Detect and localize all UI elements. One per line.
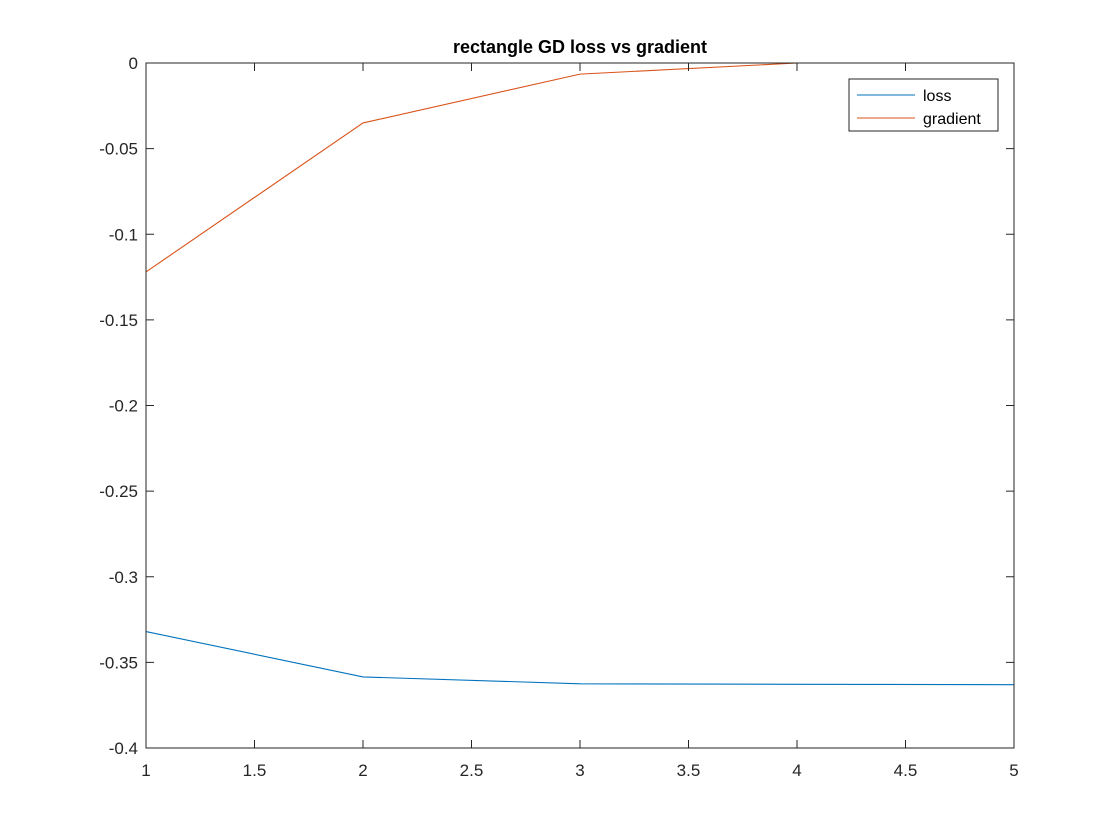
x-tick-label: 3 [575,761,584,780]
x-tick-label: 4 [792,761,801,780]
x-tick-label: 3.5 [677,761,701,780]
y-tick-label: -0.1 [109,225,138,244]
plot-area [146,63,1014,748]
x-tick-label: 4.5 [894,761,918,780]
x-tick-label: 1.5 [243,761,267,780]
legend-label-loss: loss [923,88,951,105]
x-tick-label: 2.5 [460,761,484,780]
y-tick-label: -0.05 [99,140,138,159]
y-tick-label: -0.4 [109,739,138,758]
axes-layer: 1 1.5 2 2.5 3 3.5 4 4.5 5 -0.4 -0.35 -0.3 -0.25 -0.2 -… [99,54,1018,780]
y-tick-label: -0.15 [99,311,138,330]
y-tick-label: -0.2 [109,397,138,416]
x-tick-label: 1 [141,761,150,780]
chart-title: rectangle GD loss vs gradient [453,37,707,57]
x-tick-label: 5 [1009,761,1018,780]
y-tick-label: -0.25 [99,482,138,501]
y-tick-label: -0.35 [99,653,138,672]
legend-box [848,78,999,132]
series-line-loss [145,631,1015,686]
y-tick-label: -0.3 [109,568,138,587]
legend: loss gradient [848,78,999,132]
x-tick-label: 2 [358,761,367,780]
y-tick-label: 0 [129,54,138,73]
legend-label-gradient: gradient [923,111,981,128]
